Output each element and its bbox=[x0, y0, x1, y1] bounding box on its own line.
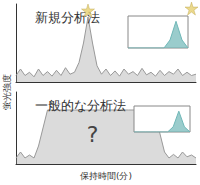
svg-text:?: ? bbox=[87, 122, 99, 147]
svg-text:一般的な分析法: 一般的な分析法 bbox=[35, 98, 126, 113]
svg-text:蛍光強度: 蛍光強度 bbox=[2, 74, 12, 110]
svg-text:新規分析法: 新規分析法 bbox=[35, 10, 100, 25]
svg-text:保持時間(分): 保持時間(分) bbox=[80, 171, 132, 181]
